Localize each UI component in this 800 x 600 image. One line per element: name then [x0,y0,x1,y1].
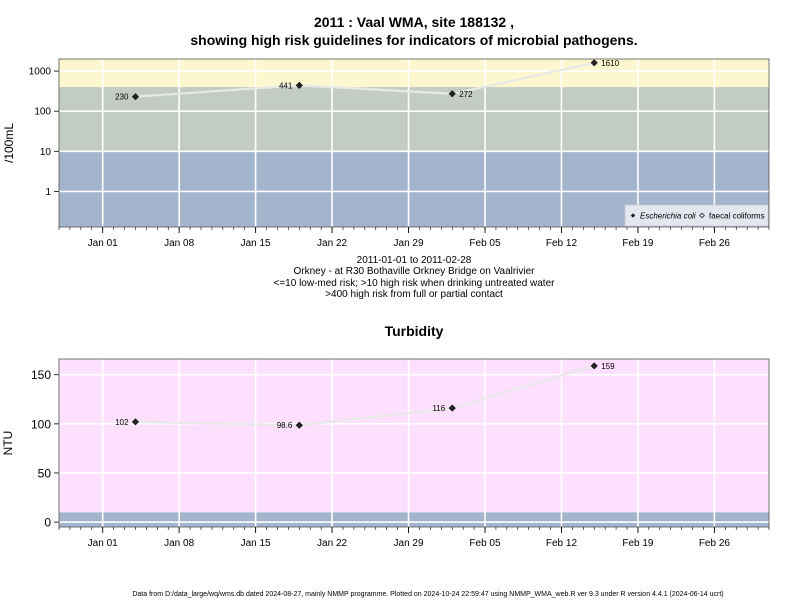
bottom-data-label-0: 102 [115,418,129,427]
legend-box [624,204,769,227]
bottom-y-axis-title: NTU [1,431,15,456]
top-y-tick-label-0: 1 [45,187,51,198]
top-x-tick-label-4: Jan 29 [394,238,424,249]
bottom-frame [58,358,770,528]
top-band-1 [59,87,769,152]
legend-faecal-marker [699,212,705,219]
top-chart-title-line1: 2011 : Vaal WMA, site 188132 , [314,14,514,30]
top-y-axis-title: /100mL [2,123,16,163]
bottom-x-tick-label-6: Feb 12 [546,538,578,549]
top-chart-guideline-1: <=10 low-med risk; >10 high risk when dr… [274,278,556,289]
top-x-tick-label-2: Jan 15 [241,238,271,249]
legend-ecoli-marker [630,213,636,218]
top-band-2 [59,59,769,88]
bottom-chart-title: Turbidity [385,323,444,339]
bottom-x-tick-label-2: Jan 15 [241,538,271,549]
bottom-data-point-3 [590,362,598,370]
top-frame [58,58,770,228]
top-x-tick-label-8: Feb 26 [699,238,731,249]
top-x-tick-label-1: Jan 08 [164,238,194,249]
top-x-tick-label-5: Feb 05 [469,238,501,249]
top-chart-panel: 1 10 100 1000/100mL Jan 01 Jan 08 Jan 15 Jan 22… [2,58,770,249]
legend-ecoli-label: Escherichia coli [640,212,696,221]
bottom-x-tick-label-0: Jan 01 [88,538,118,549]
bottom-y-tick-label-2: 100 [31,417,51,431]
top-y-tick-label-1: 10 [40,147,52,158]
top-chart-site-name: Orkney - at R30 Bothaville Orkney Bridge… [293,266,535,277]
top-chart-title-line2: showing high risk guidelines for indicat… [190,32,637,48]
top-data-point-2 [448,90,456,98]
bottom-x-tick-label-1: Jan 08 [164,538,194,549]
top-data-label-2: 272 [459,90,473,99]
top-legend: Escherichia coli faecal coliforms [624,204,769,227]
top-x-tick-label-0: Jan 01 [88,238,118,249]
top-x-tick-label-7: Feb 19 [622,238,654,249]
bottom-band-1 [59,359,769,513]
bottom-data-label-1: 98.6 [277,421,293,430]
top-data-point-1 [295,81,303,89]
top-y-tick-label-3: 1000 [29,67,52,78]
bottom-series-line-0 [135,364,595,427]
bottom-y-tick-label-0: 0 [44,516,51,530]
top-data-label-3: 1610 [601,59,619,68]
top-series-line-0 [135,61,595,98]
bottom-data-point-0 [131,418,140,426]
top-x-tick-label-3: Jan 22 [317,238,347,249]
bottom-chart-panel: 0 50 100 150 NTU Jan 01 Jan 08 Jan 15 Jan 22 Jan … [1,358,770,549]
top-data-point-3 [590,59,598,67]
bottom-data-point-2 [448,404,456,412]
top-x-tick-label-6: Feb 12 [546,238,578,249]
bottom-x-tick-label-7: Feb 19 [622,538,654,549]
bottom-y-tick-label-3: 150 [31,368,51,382]
legend-faecal-label: faecal coliforms [709,212,765,221]
bottom-data-label-3: 159 [601,362,615,371]
top-chart-guideline-2: >400 high risk from full or partial cont… [325,289,503,300]
bottom-y-tick-label-1: 50 [38,466,52,480]
top-y-tick-label-2: 100 [34,107,51,118]
footer-note: Data from D:/data_large/wq/wms.db dated … [132,591,723,598]
top-chart-date-range: 2011-01-01 to 2011-02-28 [357,255,472,266]
bottom-x-tick-label-8: Feb 26 [699,538,731,549]
top-data-point-0 [131,93,140,101]
bottom-x-tick-label-3: Jan 22 [317,538,347,549]
bottom-x-tick-label-4: Jan 29 [394,538,424,549]
bottom-data-label-2: 116 [432,404,445,413]
bottom-x-tick-label-5: Feb 05 [469,538,501,549]
bottom-band-0 [59,512,769,527]
top-data-label-0: 230 [115,93,129,102]
bottom-data-point-1 [295,421,303,429]
top-data-label-1: 441 [279,81,293,90]
